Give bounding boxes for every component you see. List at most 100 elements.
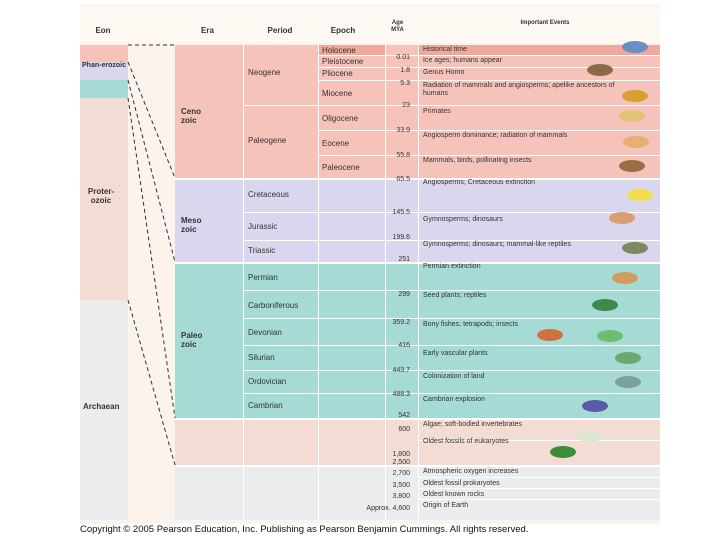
era-label: Ceno zoic <box>181 107 201 125</box>
era-rule <box>175 262 660 264</box>
row-rule <box>318 155 660 156</box>
eon-band <box>80 45 128 62</box>
icon <box>622 90 648 102</box>
row-rule <box>243 212 660 213</box>
era-rule <box>175 418 660 420</box>
eon-band <box>80 98 128 300</box>
row-rule <box>318 55 660 56</box>
event-label: Bony fishes; tetrapods; insects <box>423 321 518 328</box>
period-label: Cretaceous <box>248 190 289 199</box>
event-label: Historical time <box>423 46 467 53</box>
eon-band <box>80 300 128 520</box>
icon <box>537 329 563 341</box>
header-age: Age MYA <box>391 20 404 33</box>
event-label: Atmospheric oxygen increases <box>423 468 519 475</box>
epoch-label: Miocene <box>322 89 353 98</box>
age-label: 33.9 <box>396 127 410 134</box>
era-band <box>175 465 660 520</box>
event-label: Mammals, birds, pollinating insects <box>423 157 532 164</box>
epoch-label: Pliocene <box>322 69 353 78</box>
age-label: 65.5 <box>396 176 410 183</box>
row-rule <box>418 488 660 489</box>
age-label: 600 <box>398 426 410 433</box>
age-label: Approx. 4,600 <box>366 505 410 512</box>
icon <box>582 400 608 412</box>
row-rule <box>243 290 660 291</box>
icon <box>615 352 641 364</box>
header-row <box>80 5 660 43</box>
period-label: Carboniferous <box>248 301 299 310</box>
row-rule <box>243 370 660 371</box>
icon <box>619 110 645 122</box>
event-label: Gymnosperms; dinosaurs; mammal-like rept… <box>423 241 571 248</box>
icon <box>577 430 603 442</box>
event-label: Oldest known rocks <box>423 491 485 498</box>
icon <box>587 64 613 76</box>
event-label: Angiosperms; Cretaceous extinction <box>423 179 536 186</box>
column-rule <box>385 45 386 520</box>
row-rule <box>318 130 660 131</box>
event-label: Gymnosperms; dinosaurs <box>423 216 503 223</box>
age-label: 299 <box>398 291 410 298</box>
epoch-label: Oligocene <box>322 114 359 123</box>
header-eon: Eon <box>95 26 111 35</box>
age-label: 488.3 <box>392 391 410 398</box>
period-label: Jurassic <box>248 222 278 231</box>
event-label: Ice ages; humans appear <box>423 57 502 64</box>
header-events: Important Events <box>520 20 570 26</box>
header-period: Period <box>267 26 293 35</box>
age-label: 2,700 <box>392 470 410 477</box>
age-label: 251 <box>398 256 410 263</box>
age-label: 3,800 <box>392 493 410 500</box>
icon <box>597 330 623 342</box>
event-label: Radiation of mammals and angiosperms; ap… <box>423 82 615 97</box>
row-rule <box>418 477 660 478</box>
dashed-connector <box>127 299 176 466</box>
icon <box>592 299 618 311</box>
row-rule <box>318 80 660 81</box>
epoch-label: Eocene <box>322 139 350 148</box>
period-label: Devonian <box>248 328 282 337</box>
period-label: Neogene <box>248 68 281 77</box>
header-era: Era <box>201 26 214 35</box>
period-label: Cambrian <box>248 401 283 410</box>
age-label: 1,800 <box>392 451 410 458</box>
era-band <box>175 418 660 465</box>
age-label: 0.01 <box>396 54 410 61</box>
epoch-label: Pleistocene <box>322 57 364 66</box>
event-label: Cambrian explosion <box>423 396 485 403</box>
eon-band <box>80 80 128 98</box>
row-rule <box>318 67 660 68</box>
row-rule <box>243 318 660 319</box>
period-label: Permian <box>248 273 278 282</box>
dashed-connector <box>127 61 176 179</box>
eon-label: Phan-erozoic <box>82 62 126 69</box>
age-label: 416 <box>398 342 410 349</box>
dashed-connector <box>127 79 176 263</box>
icon <box>619 160 645 172</box>
eon-label: Proter-ozoic <box>87 187 115 205</box>
period-label: Triassic <box>248 246 276 255</box>
age-label: 443.7 <box>392 367 410 374</box>
event-label: Seed plants; reptiles <box>423 292 487 299</box>
period-label: Paleogene <box>248 136 287 145</box>
event-cell <box>418 45 660 55</box>
event-label: Primates <box>423 108 451 115</box>
event-label: Origin of Earth <box>423 502 469 509</box>
age-label: 199.6 <box>392 234 410 241</box>
row-rule <box>243 345 660 346</box>
icon <box>550 446 576 458</box>
age-label: 3,500 <box>392 482 410 489</box>
epoch-label: Holocene <box>322 46 356 55</box>
event-label: Oldest fossils of eukaryotes <box>423 438 509 445</box>
column-rule <box>243 45 244 520</box>
column-rule <box>318 45 319 520</box>
icon <box>622 41 648 53</box>
period-label: Silurian <box>248 353 275 362</box>
icon <box>615 376 641 388</box>
event-label: Permian extinction <box>423 263 481 270</box>
event-label: Colonization of land <box>423 373 485 380</box>
age-label: 542 <box>398 412 410 419</box>
